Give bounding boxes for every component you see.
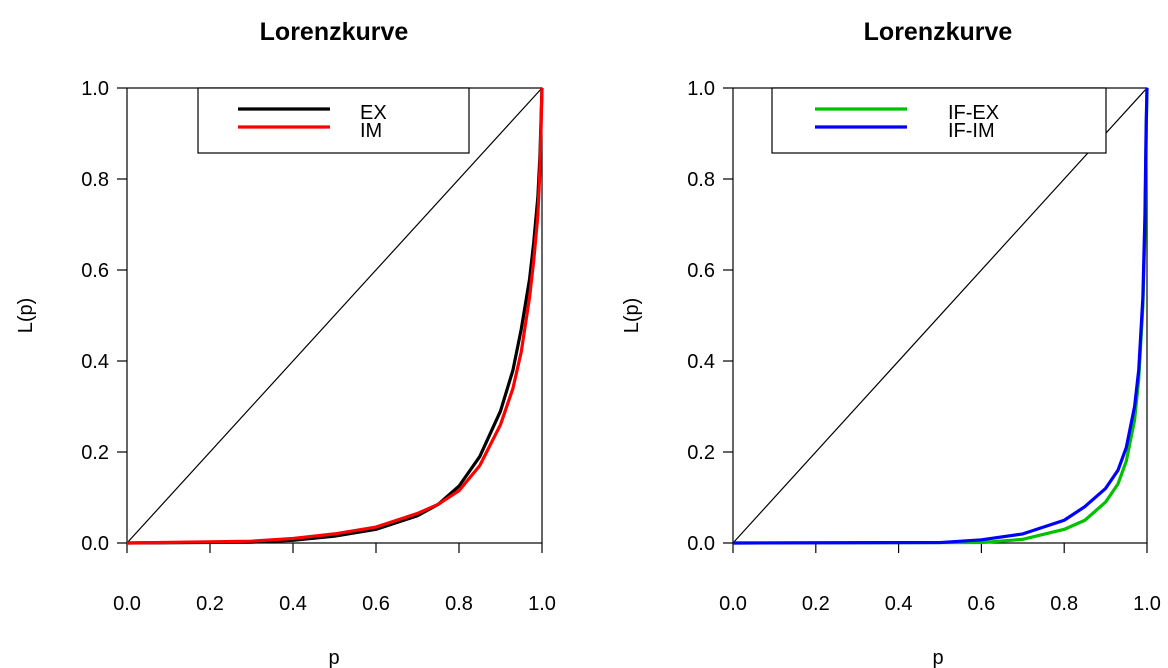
x-tick-label: 0.8	[445, 593, 473, 615]
y-tick-label: 0.8	[81, 169, 109, 191]
chart-panel-2: Lorenzkurve 0.0 0.2 0.4 0.6 0.8 1.0 0.0 0.2 0.4 0.…	[621, 18, 1161, 668]
x-axis-label: p	[932, 647, 943, 668]
chart-title: Lorenzkurve	[864, 18, 1013, 46]
chart-panel-1: Lorenzkurve 0.0 0.2 0.4 0.6 0.8 1.0 0.0 0.2 0.4 0.…	[15, 18, 556, 668]
y-tick-label: 1.0	[81, 78, 109, 100]
y-tick-label: 0.6	[687, 260, 715, 282]
series-line-ex	[126, 87, 544, 545]
y-tick-label: 0.0	[687, 533, 715, 555]
x-tick-label: 0.8	[1050, 593, 1078, 615]
y-tick-label: 0.6	[81, 260, 109, 282]
y-tick-label: 0.4	[81, 351, 109, 373]
x-axis-label: p	[328, 647, 339, 668]
y-tick-label: 0.4	[687, 351, 715, 373]
legend-box	[771, 87, 1107, 154]
x-tick-label: 0.4	[279, 593, 307, 615]
legend-label: IM	[360, 120, 382, 142]
y-tick-label: 0.2	[81, 442, 109, 464]
x-tick-label: 0.2	[802, 593, 830, 615]
x-tick-label: 0.2	[196, 593, 224, 615]
legend-box	[197, 87, 470, 154]
x-tick-label: 0.0	[719, 593, 747, 615]
x-tick-label: 0.6	[362, 593, 390, 615]
series-line-if-im	[732, 87, 1149, 545]
legend-label: EX	[360, 102, 387, 124]
equality-line	[732, 87, 1148, 544]
y-tick-label: 0.2	[687, 442, 715, 464]
y-tick-label: 0.8	[687, 169, 715, 191]
x-tick-label: 0.0	[113, 593, 141, 615]
series-line-im	[126, 87, 544, 545]
x-tick-label: 0.6	[967, 593, 995, 615]
x-tick-label: 0.4	[885, 593, 913, 615]
y-axis-label: L(p)	[621, 298, 643, 334]
y-tick-label: 0.0	[81, 533, 109, 555]
chart-title: Lorenzkurve	[260, 18, 409, 46]
x-tick-label: 1.0	[1133, 593, 1161, 615]
equality-line	[126, 87, 543, 544]
legend-label: IF-IM	[948, 120, 995, 142]
x-tick-label: 1.0	[528, 593, 556, 615]
y-tick-label: 1.0	[687, 78, 715, 100]
y-axis-label: L(p)	[15, 298, 37, 334]
legend-label: IF-EX	[948, 102, 999, 124]
